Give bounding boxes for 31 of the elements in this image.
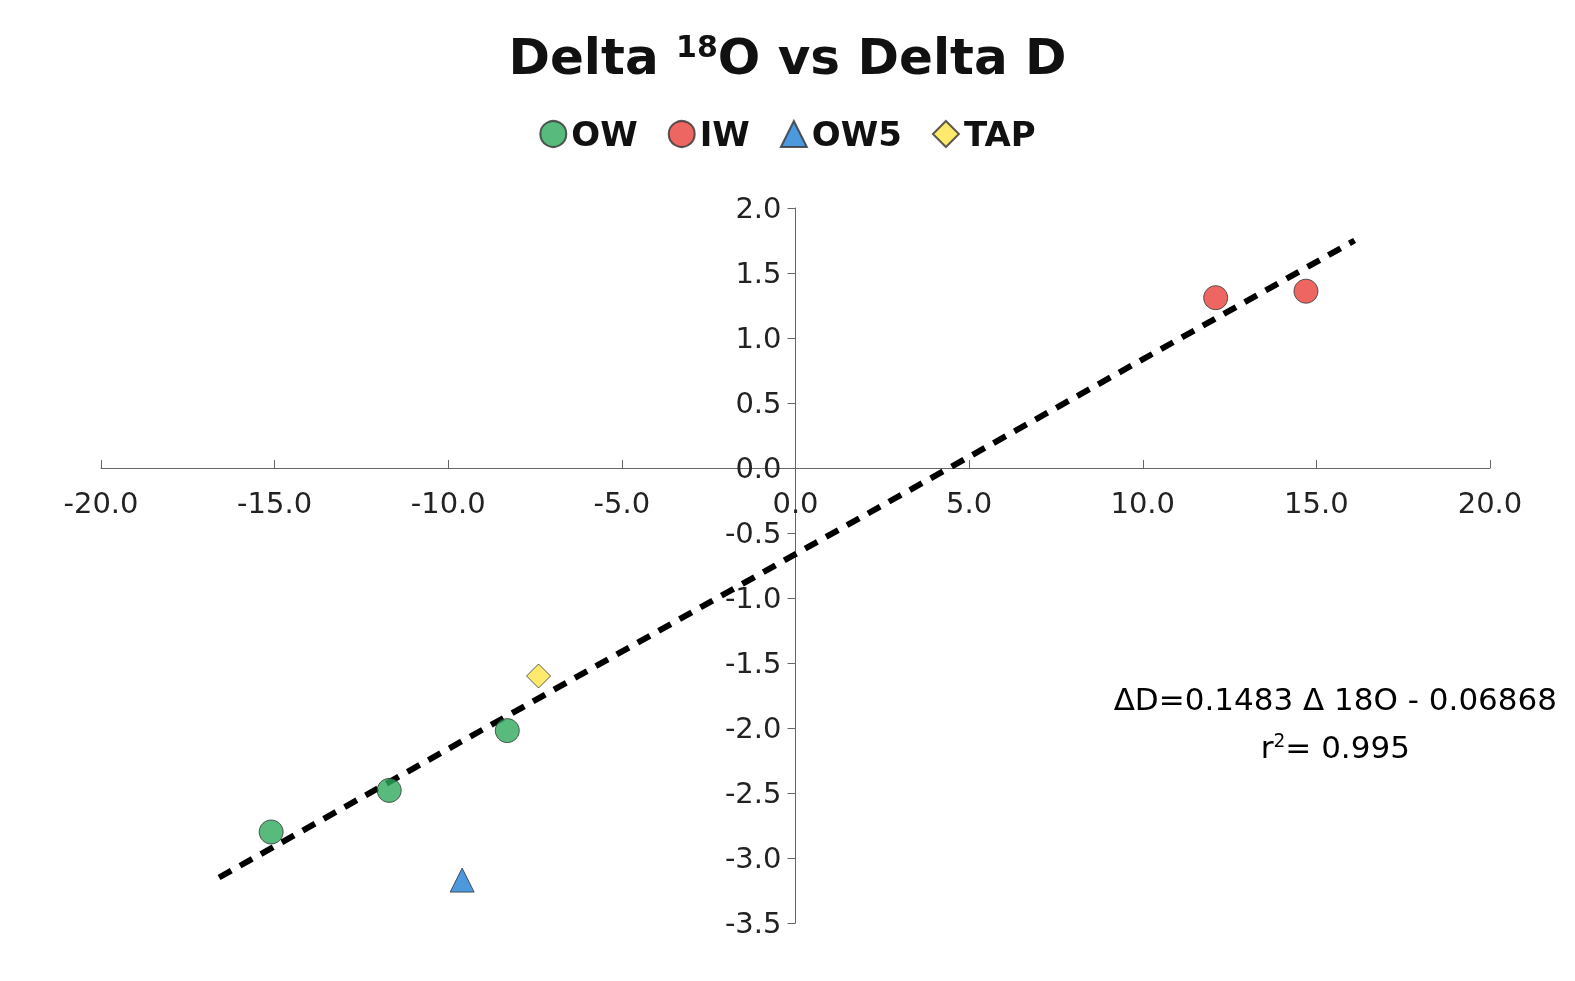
y-tick-label: -1.5 — [724, 646, 782, 680]
point — [494, 718, 520, 744]
legend-label: IW — [699, 114, 750, 154]
x-tick-label: -15.0 — [237, 485, 313, 520]
point — [526, 663, 552, 689]
x-tick-label: -5.0 — [593, 485, 651, 520]
y-tick-label: -2.0 — [724, 711, 782, 745]
x-tick-label: 10.0 — [1110, 485, 1176, 520]
y-tick-label: -1.0 — [724, 581, 782, 615]
legend-label: OW5 — [811, 114, 902, 154]
y-tick-label: 0.5 — [735, 386, 782, 420]
annotation: ΔD=0.1483 Δ 18O - 0.06868 — [1113, 680, 1557, 717]
y-tick-label: -3.0 — [724, 841, 782, 875]
x-tick-label: 20.0 — [1457, 485, 1523, 520]
y-tick-label: 2.0 — [735, 191, 782, 225]
y-tick-label: 1.0 — [735, 321, 782, 355]
legend-label: OW — [571, 114, 638, 154]
y-tick-label: -0.5 — [724, 516, 782, 550]
point — [1293, 278, 1319, 304]
y-tick-label: -2.5 — [724, 776, 782, 810]
x-tick-label: -20.0 — [63, 485, 139, 520]
x-tick-label: -10.0 — [410, 485, 486, 520]
point — [376, 777, 402, 803]
x-tick-label: 5.0 — [946, 485, 993, 520]
point — [258, 819, 284, 845]
legend-label: TAP — [963, 114, 1036, 154]
y-tick-label: 1.5 — [735, 256, 782, 290]
point — [1203, 285, 1229, 311]
y-tick-label: -3.5 — [724, 906, 782, 940]
x-tick-label: 15.0 — [1284, 485, 1349, 520]
point — [449, 867, 475, 893]
